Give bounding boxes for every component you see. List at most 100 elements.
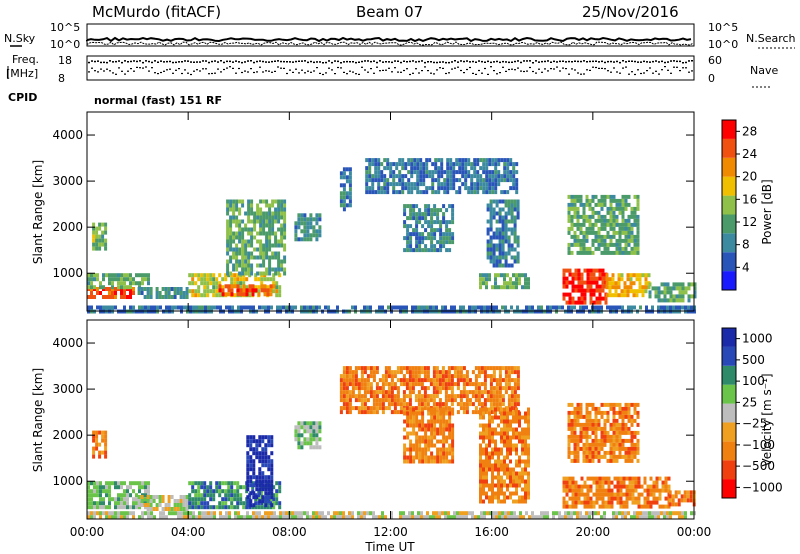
echo-cell-10 (630, 442, 634, 447)
echo-cell-8 (482, 483, 485, 488)
echo-cell-8 (521, 467, 524, 472)
echo-cell-16 (636, 234, 640, 239)
echo-cell-6 (495, 378, 499, 383)
echo-cell-6 (268, 207, 272, 212)
echo-cell-12 (300, 515, 303, 520)
echo-cell-3 (267, 487, 271, 492)
echo-cell-16 (573, 210, 577, 215)
echo-cell-0 (114, 505, 117, 510)
nave-dot (448, 72, 450, 74)
freq-dot (580, 60, 582, 63)
echo-cell-8 (509, 475, 512, 480)
echo-cell-1 (102, 273, 105, 278)
echo-cell-4 (248, 284, 252, 289)
echo-cell-9 (439, 208, 443, 213)
echo-cell-6 (402, 382, 406, 387)
echo-cell-3 (255, 451, 259, 456)
echo-cell-12 (351, 511, 354, 516)
echo-cell-12 (504, 211, 508, 216)
echo-cell-6 (423, 378, 427, 383)
echo-cell-9 (430, 220, 434, 225)
echo-cell-8 (482, 475, 485, 480)
echo-cell-10 (567, 410, 571, 415)
echo-cell-9 (415, 212, 419, 217)
echo-cell-6 (372, 378, 376, 383)
echo-cell-6 (384, 370, 388, 375)
echo-cell-4 (239, 292, 243, 297)
echo-cell-10 (603, 438, 607, 443)
echo-cell-6 (465, 402, 469, 407)
echo-cell-0 (99, 489, 102, 494)
freq-dot (238, 61, 240, 63)
nave-dot (475, 73, 477, 75)
echo-cell-8 (482, 459, 485, 464)
echo-cell-2 (233, 497, 237, 502)
echo-cell-17 (195, 305, 198, 310)
echo-cell-10 (413, 186, 417, 191)
echo-cell-0 (108, 501, 111, 506)
echo-cell-1 (143, 503, 147, 507)
echo-cell-9 (607, 500, 611, 505)
echo-cell-16 (567, 226, 571, 231)
echo-cell-6 (429, 394, 433, 399)
nsky-label: N.Sky (4, 32, 36, 45)
echo-cell-1 (99, 281, 102, 286)
echo-cell-0 (114, 485, 117, 490)
echo-cell-6 (489, 390, 493, 395)
echo-cell-4 (239, 288, 243, 293)
echo-cell-9 (616, 480, 620, 485)
echo-cell-2 (185, 287, 189, 291)
echo-cell-6 (268, 227, 272, 232)
echo-cell-6 (262, 263, 266, 268)
echo-cell-0 (96, 493, 99, 498)
echo-cell-3 (275, 285, 279, 290)
echo-cell-6 (226, 263, 230, 268)
echo-cell-0 (144, 485, 147, 490)
echo-cell-7 (430, 459, 434, 464)
echo-cell-3 (264, 483, 268, 488)
echo-cell-6 (465, 382, 469, 387)
echo-cell-9 (565, 504, 569, 509)
echo-cell-2 (191, 497, 195, 502)
echo-cell-9 (631, 492, 635, 497)
echo-cell-9 (430, 216, 434, 221)
echo-cell-13 (574, 300, 578, 305)
echo-cell-8 (527, 431, 530, 436)
echo-cell-16 (633, 250, 637, 255)
echo-cell-8 (497, 463, 500, 468)
echo-cell-17 (204, 305, 207, 310)
nave-dot (592, 66, 594, 68)
echo-cell-10 (467, 162, 471, 167)
freq-dot (265, 61, 267, 63)
freq-dot (523, 60, 525, 62)
echo-cell-8 (521, 499, 524, 504)
echo-cell-9 (631, 480, 635, 485)
echo-cell-0 (90, 505, 93, 510)
echo-cell-2 (236, 481, 240, 486)
echo-cell-5 (297, 437, 301, 442)
echo-cell-15 (687, 286, 691, 291)
echo-cell-0 (108, 497, 111, 502)
echo-cell-6 (244, 227, 248, 232)
echo-cell-6 (247, 199, 251, 204)
echo-cell-10 (419, 190, 423, 195)
echo-cell-11 (503, 285, 506, 290)
echo-cell-8 (509, 427, 512, 432)
echo-cell-16 (570, 194, 574, 199)
echo-cell-8 (339, 195, 343, 200)
echo-cell-8 (518, 479, 521, 484)
echo-cell-11 (671, 498, 675, 503)
echo-cell-12 (486, 207, 490, 212)
echo-cell-15 (666, 290, 670, 295)
echo-cell-6 (259, 247, 263, 252)
echo-cell-6 (513, 370, 517, 375)
echo-cell-9 (562, 500, 566, 505)
nave-dot (142, 67, 144, 69)
echo-cell-12 (240, 515, 243, 520)
echo-cell-12 (486, 255, 490, 260)
echo-cell-8 (521, 487, 524, 492)
echo-cell-6 (244, 263, 248, 268)
nave-dot (532, 70, 534, 73)
echo-cell-16 (630, 214, 634, 219)
echo-cell-11 (683, 490, 687, 495)
